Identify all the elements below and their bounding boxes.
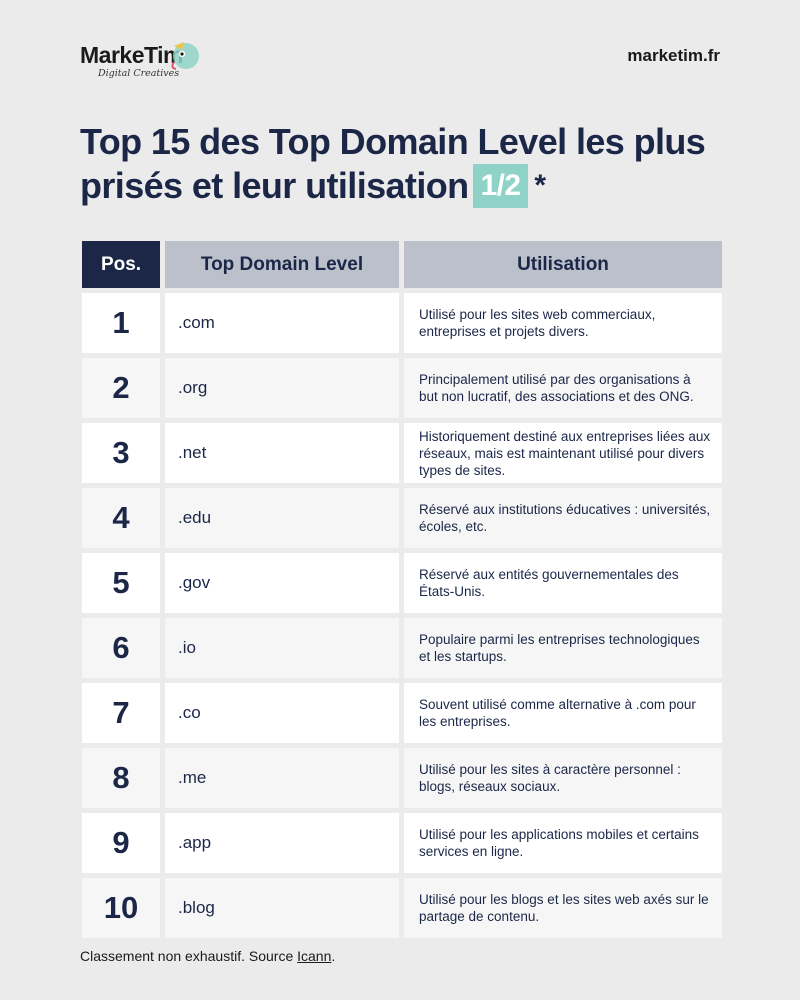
footer-note: Classement non exhaustif. Source Icann. <box>80 948 335 964</box>
table-row: 6 .io Populaire parmi les entreprises te… <box>82 618 722 678</box>
row-domain: .co <box>165 683 399 743</box>
row-usage: Réservé aux entités gouvernementales des… <box>404 553 722 613</box>
row-domain: .me <box>165 748 399 808</box>
row-position: 6 <box>82 618 160 678</box>
footer-end: . <box>331 948 336 964</box>
brand-name: MarkeTim <box>80 42 183 68</box>
row-usage: Utilisé pour les sites web commerciaux, … <box>404 293 722 353</box>
brand-logo[interactable]: MarkeTim Digital Creatives <box>80 32 210 82</box>
row-usage: Réservé aux institutions éducatives : un… <box>404 488 722 548</box>
site-url[interactable]: marketim.fr <box>627 46 720 65</box>
footer-text: Classement non exhaustif. Source <box>80 948 298 964</box>
asterisk-mark: * <box>534 169 546 202</box>
row-usage: Principalement utilisé par des organisat… <box>404 358 722 418</box>
row-domain: .org <box>165 358 399 418</box>
row-usage: Utilisé pour les applications mobiles et… <box>404 813 722 873</box>
table-row: 4 .edu Réservé aux institutions éducativ… <box>82 488 722 548</box>
header-usage: Utilisation <box>404 241 722 288</box>
row-position: 7 <box>82 683 160 743</box>
table-row: 8 .me Utilisé pour les sites à caractère… <box>82 748 722 808</box>
page-title: Top 15 des Top Domain Level les plus pri… <box>80 120 720 208</box>
row-position: 8 <box>82 748 160 808</box>
table-row: 10 .blog Utilisé pour les blogs et les s… <box>82 878 722 938</box>
table-row: 2 .org Principalement utilisé par des or… <box>82 358 722 418</box>
row-position: 4 <box>82 488 160 548</box>
row-usage: Utilisé pour les sites à caractère perso… <box>404 748 722 808</box>
tld-table: Pos. Top Domain Level Utilisation 1 .com… <box>77 236 727 943</box>
row-domain: .com <box>165 293 399 353</box>
table-header-row: Pos. Top Domain Level Utilisation <box>82 241 722 288</box>
title-text: Top 15 des Top Domain Level les plus pri… <box>80 121 706 206</box>
row-position: 10 <box>82 878 160 938</box>
row-position: 5 <box>82 553 160 613</box>
table-row: 9 .app Utilisé pour les applications mob… <box>82 813 722 873</box>
page-header: MarkeTim Digital Creatives marketim.fr <box>80 32 720 82</box>
source-link[interactable]: Icann <box>297 948 332 964</box>
row-usage: Populaire parmi les entreprises technolo… <box>404 618 722 678</box>
table-row: 1 .com Utilisé pour les sites web commer… <box>82 293 722 353</box>
row-domain: .blog <box>165 878 399 938</box>
row-domain: .app <box>165 813 399 873</box>
table-row: 3 .net Historiquement destiné aux entrep… <box>82 423 722 483</box>
page-badge: 1/2 <box>472 164 529 208</box>
header-domain: Top Domain Level <box>165 241 399 288</box>
row-domain: .edu <box>165 488 399 548</box>
row-position: 1 <box>82 293 160 353</box>
brand-tagline: Digital Creatives <box>98 68 180 79</box>
row-position: 3 <box>82 423 160 483</box>
row-domain: .gov <box>165 553 399 613</box>
row-domain: .net <box>165 423 399 483</box>
row-position: 2 <box>82 358 160 418</box>
table-row: 5 .gov Réservé aux entités gouvernementa… <box>82 553 722 613</box>
header-position: Pos. <box>82 241 160 288</box>
row-usage: Souvent utilisé comme alternative à .com… <box>404 683 722 743</box>
row-usage: Utilisé pour les blogs et les sites web … <box>404 878 722 938</box>
table-row: 7 .co Souvent utilisé comme alternative … <box>82 683 722 743</box>
row-usage: Historiquement destiné aux entreprises l… <box>404 423 722 483</box>
row-domain: .io <box>165 618 399 678</box>
chameleon-logo-icon <box>171 42 199 70</box>
row-position: 9 <box>82 813 160 873</box>
